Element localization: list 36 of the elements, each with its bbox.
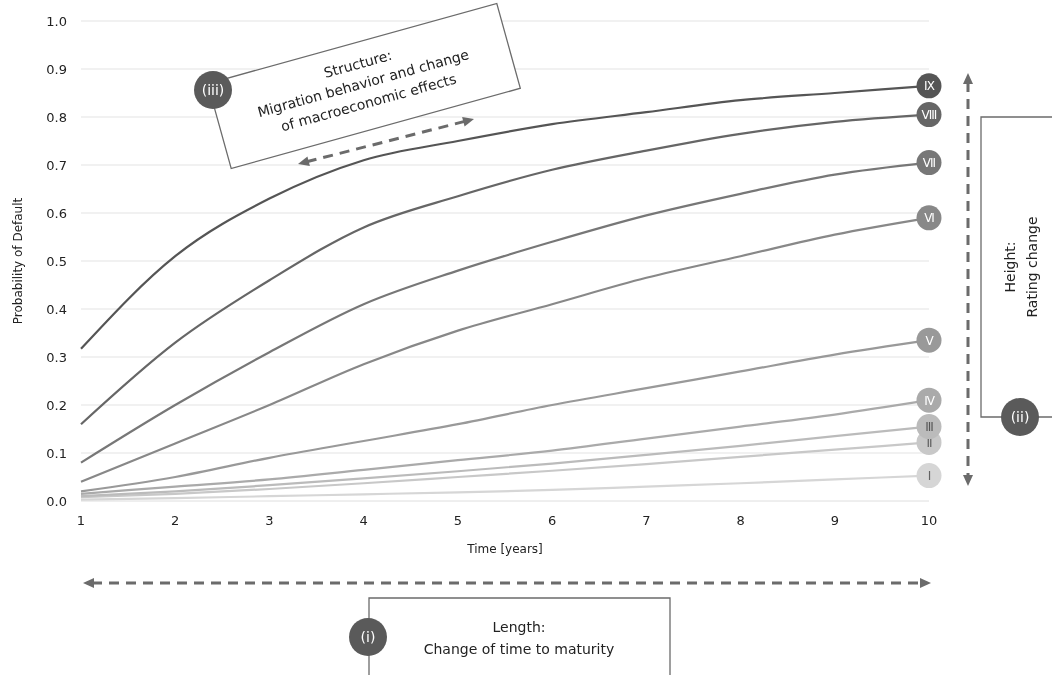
text: Height: Rating change [1002,216,1040,318]
text: (i) [360,629,376,645]
series-label: III [925,420,934,435]
series-label: VIII [921,108,937,123]
y-tick-label: 0.5 [46,254,67,269]
x-tick-label: 3 [265,513,274,528]
y-tick-label: 0.0 [46,494,67,509]
x-tick-label: 5 [453,513,463,528]
y-axis-title: Probability of Default [11,197,25,325]
series-label: VII [922,156,936,171]
y-tick-label: 0.2 [46,398,67,413]
y-tick-label: 0.8 [46,110,67,125]
x-tick-label: 4 [359,513,368,528]
y-tick-label: 0.6 [46,206,67,221]
x-tick-label: 1 [76,513,86,528]
x-tick-label: 2 [171,513,180,528]
x-tick-label: 8 [736,513,745,528]
x-tick-label: 7 [642,513,651,528]
x-tick-label: 9 [830,513,839,528]
x-axis-title: Time [years] [466,542,543,556]
y-tick-label: 0.3 [46,350,67,365]
y-tick-label: 1.0 [46,14,67,29]
series-label: IX [924,79,935,94]
text: (ii) [1010,409,1030,425]
y-tick-label: 0.1 [46,446,67,461]
series-label: IV [924,393,936,408]
x-tick-label: 6 [547,513,557,528]
series-label: VI [924,211,935,226]
y-tick-label: 0.9 [46,62,67,77]
series-label: I [927,469,931,484]
text: Length: Change of time to maturity [423,619,615,657]
x-tick-label: 10 [920,513,938,528]
series-label: V [925,333,935,348]
y-tick-label: 0.7 [46,158,67,173]
y-tick-label: 0.4 [46,302,67,317]
annotation: (iii) [201,82,225,98]
